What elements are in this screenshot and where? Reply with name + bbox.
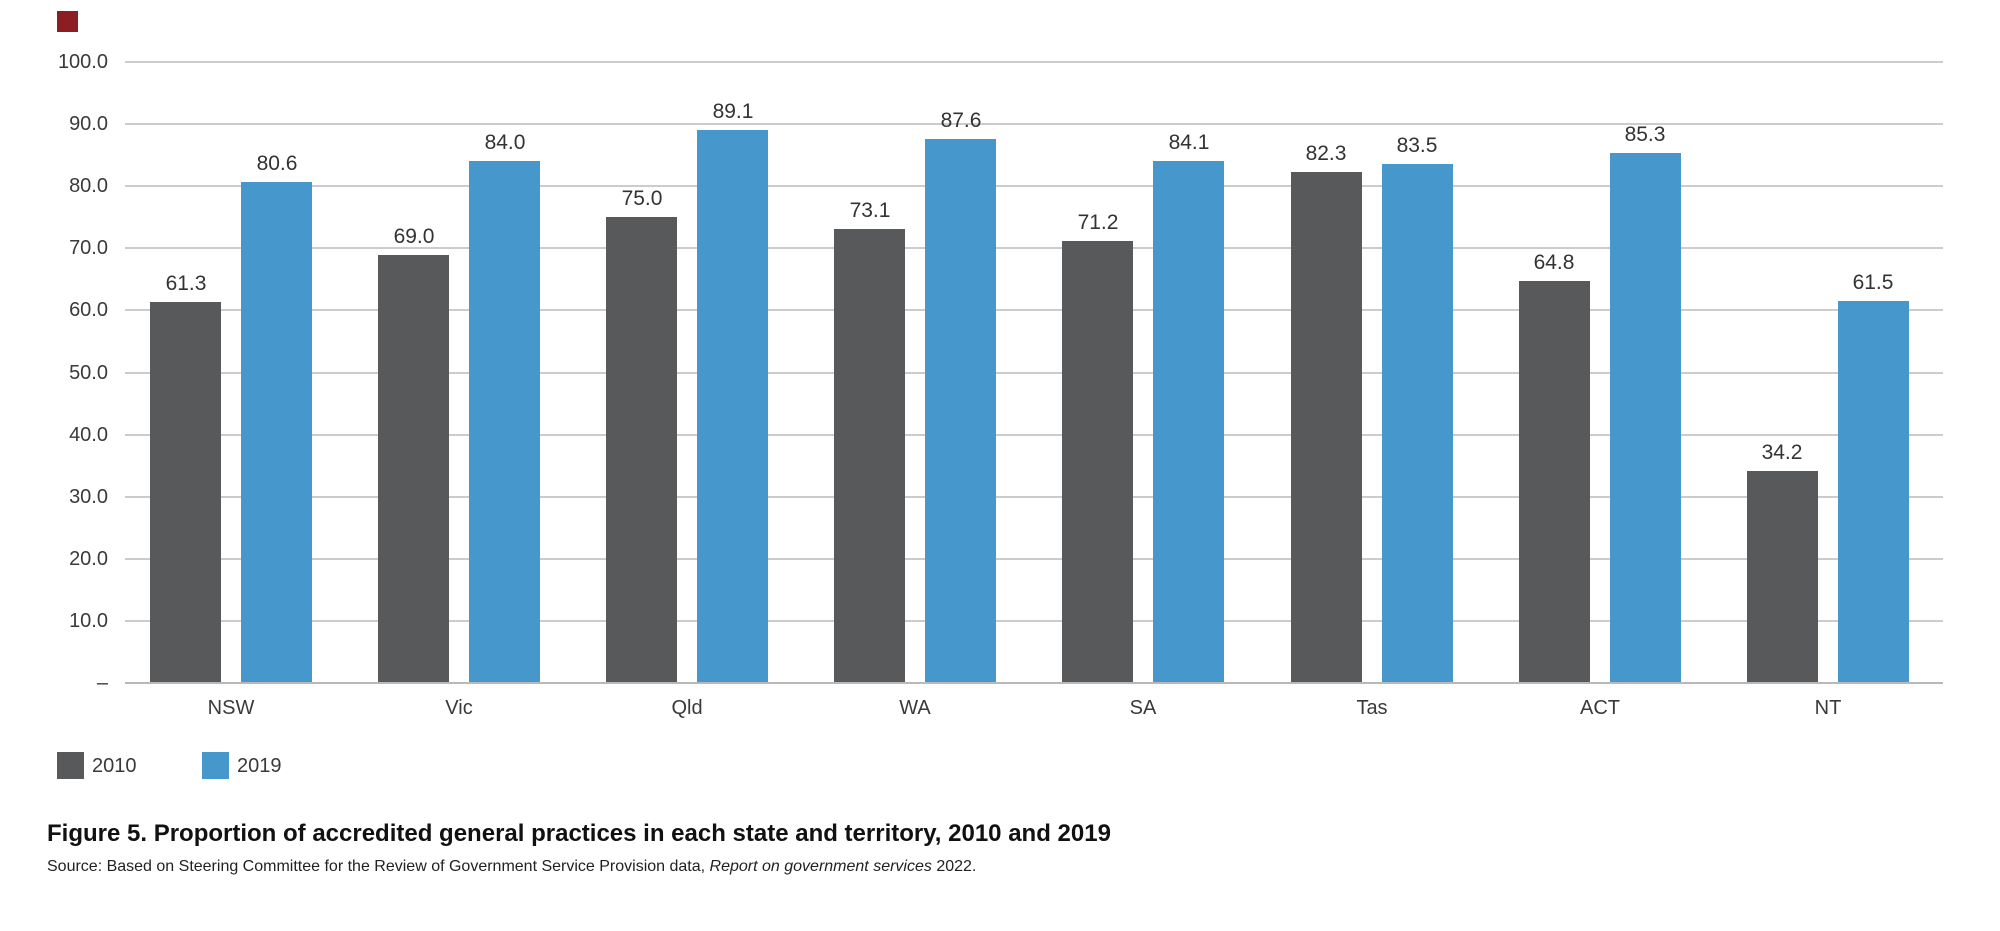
bar-2010-ACT <box>1519 281 1590 683</box>
value-label-2010-SA: 71.2 <box>1077 211 1119 234</box>
bar-2019-Qld <box>697 130 768 683</box>
gridline-10 <box>125 620 1943 622</box>
value-label-2019-SA: 84.1 <box>1168 131 1210 154</box>
x-axis-line <box>125 682 1943 684</box>
y-axis-tick-label: – <box>96 672 108 694</box>
value-label-2019-NSW: 80.6 <box>256 152 298 175</box>
value-label-2010-Vic: 69.0 <box>393 225 435 248</box>
x-axis-category-label: Qld <box>671 697 703 719</box>
x-axis-category-label: Vic <box>445 697 473 719</box>
y-axis-tick-label: 100.0 <box>57 51 108 73</box>
legend-label-2019: 2019 <box>237 755 282 777</box>
bar-2010-NSW <box>150 302 221 683</box>
gridline-50 <box>125 372 1943 374</box>
y-axis-tick-label: 70.0 <box>69 237 108 259</box>
x-axis-category-label: NT <box>1814 697 1842 719</box>
value-label-2019-WA: 87.6 <box>940 109 982 132</box>
x-axis-category-label: SA <box>1129 697 1157 719</box>
x-axis-category-label: NSW <box>207 697 255 719</box>
bar-2019-Tas <box>1382 164 1453 683</box>
bar-2019-WA <box>925 139 996 683</box>
y-axis-tick-label: 90.0 <box>69 113 108 135</box>
gridline-60 <box>125 309 1943 311</box>
value-label-2010-ACT: 64.8 <box>1533 251 1575 274</box>
value-label-2010-Tas: 82.3 <box>1305 142 1347 165</box>
value-label-2010-Qld: 75.0 <box>621 187 663 210</box>
figure-title: Figure 5. Proportion of accredited gener… <box>47 820 1111 847</box>
gridline-30 <box>125 496 1943 498</box>
y-axis-tick-label: 80.0 <box>69 175 108 197</box>
bar-2010-NT <box>1747 471 1818 683</box>
bar-2010-Vic <box>378 255 449 683</box>
bar-2019-ACT <box>1610 153 1681 683</box>
source-italic-text: Report on government services <box>709 858 932 875</box>
gridline-70 <box>125 247 1943 249</box>
gridline-20 <box>125 558 1943 560</box>
value-label-2010-WA: 73.1 <box>849 199 891 222</box>
y-axis-tick-label: 40.0 <box>69 424 108 446</box>
bar-2010-SA <box>1062 241 1133 683</box>
legend-swatch-2010 <box>57 752 84 779</box>
value-label-2019-NT: 61.5 <box>1852 271 1894 294</box>
bar-2010-Qld <box>606 217 677 683</box>
gridline-40 <box>125 434 1943 436</box>
value-label-2019-ACT: 85.3 <box>1624 123 1666 146</box>
y-axis-tick-label: 60.0 <box>69 299 108 321</box>
gridline-100 <box>125 61 1943 63</box>
source-suffix-text: 2022. <box>931 858 977 875</box>
gridline-80 <box>125 185 1943 187</box>
bar-2019-NSW <box>241 182 312 683</box>
legend-swatch-2019 <box>202 752 229 779</box>
bar-2019-NT <box>1838 301 1909 683</box>
y-axis-tick-label: 30.0 <box>69 486 108 508</box>
bar-2010-WA <box>834 229 905 683</box>
legend-label-2010: 2010 <box>92 755 137 777</box>
brand-accent-square <box>57 11 78 32</box>
bar-2019-SA <box>1153 161 1224 683</box>
gridline-90 <box>125 123 1943 125</box>
value-label-2019-Qld: 89.1 <box>712 100 754 123</box>
y-axis-tick-label: 10.0 <box>69 610 108 632</box>
bar-2010-Tas <box>1291 172 1362 683</box>
value-label-2010-NT: 34.2 <box>1761 441 1803 464</box>
value-label-2010-NSW: 61.3 <box>165 272 207 295</box>
bar-chart: 100.0 90.0 80.0 70.0 60.0 50.0 40.0 30.0 20.0 10.… <box>57 51 1943 719</box>
y-axis-tick-label: 20.0 <box>69 548 108 570</box>
bar-2019-Vic <box>469 161 540 683</box>
x-axis-category-label: ACT <box>1580 697 1620 719</box>
value-label-2019-Tas: 83.5 <box>1396 134 1438 157</box>
source-text: Source: Based on Steering Committee for … <box>47 858 710 875</box>
value-label-2019-Vic: 84.0 <box>484 131 526 154</box>
figure-source: Source: Based on Steering Committee for … <box>47 856 1847 878</box>
x-axis-category-label: WA <box>899 697 931 719</box>
y-axis-tick-label: 50.0 <box>69 362 108 384</box>
x-axis-category-label: Tas <box>1356 697 1388 719</box>
